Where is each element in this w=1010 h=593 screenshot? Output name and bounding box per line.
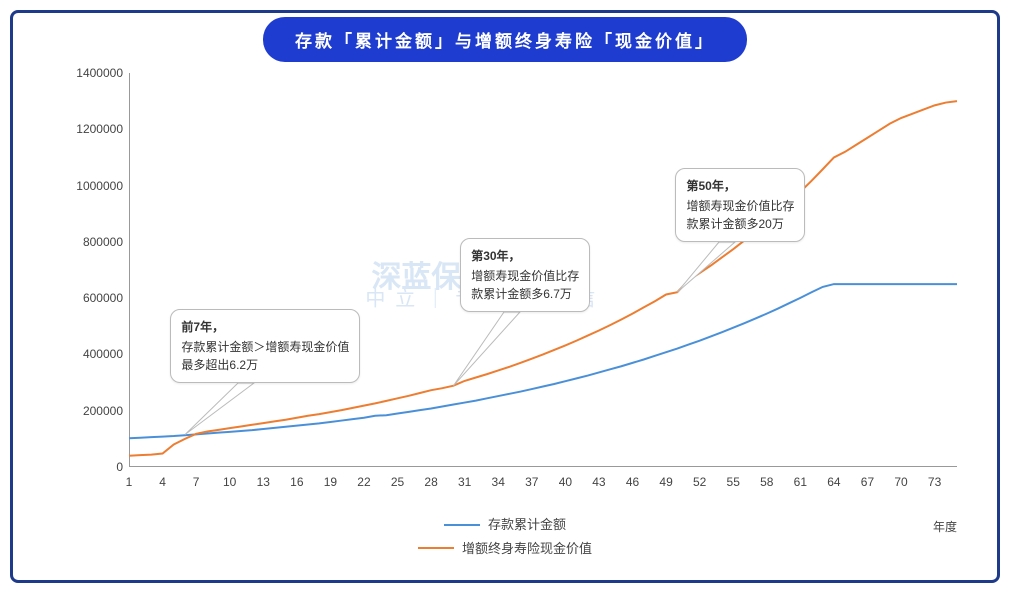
plot-area: 0200000400000600000800000100000012000001… xyxy=(129,73,957,467)
y-tick: 0 xyxy=(69,460,123,474)
x-tick: 64 xyxy=(827,475,840,489)
y-tick: 600000 xyxy=(69,291,123,305)
x-tick: 37 xyxy=(525,475,538,489)
callout-c1: 前7年，存款累计金额＞增额寿现金价值最多超出6.2万 xyxy=(170,309,360,383)
y-tick: 1000000 xyxy=(69,179,123,193)
legend-swatch-2 xyxy=(418,547,454,549)
x-tick: 31 xyxy=(458,475,471,489)
chart-area: 0200000400000600000800000100000012000001… xyxy=(73,73,967,495)
x-tick: 73 xyxy=(928,475,941,489)
x-tick: 10 xyxy=(223,475,236,489)
x-tick: 58 xyxy=(760,475,773,489)
x-tick: 61 xyxy=(794,475,807,489)
x-tick: 28 xyxy=(424,475,437,489)
y-tick: 200000 xyxy=(69,404,123,418)
chart-title: 存款「累计金额」与增额终身寿险「现金价值」 xyxy=(263,17,747,62)
y-tick: 400000 xyxy=(69,347,123,361)
x-axis-label: 年度 xyxy=(933,518,957,535)
x-tick: 22 xyxy=(357,475,370,489)
x-tick: 52 xyxy=(693,475,706,489)
y-tick: 1400000 xyxy=(69,66,123,80)
x-tick: 67 xyxy=(861,475,874,489)
chart-frame: 存款「累计金额」与增额终身寿险「现金价值」 深蓝保 中立｜专业｜诚信 02000… xyxy=(10,10,1000,583)
y-tick: 1200000 xyxy=(69,122,123,136)
legend-swatch-1 xyxy=(444,524,480,526)
legend-label-1: 存款累计金额 xyxy=(488,513,566,536)
x-tick: 19 xyxy=(324,475,337,489)
x-tick: 4 xyxy=(159,475,166,489)
legend-label-2: 增额终身寿险现金价值 xyxy=(462,537,592,560)
callout-c2: 第30年，增额寿现金价值比存款累计金额多6.7万 xyxy=(460,238,590,312)
x-tick: 49 xyxy=(659,475,672,489)
x-tick: 1 xyxy=(126,475,133,489)
x-tick: 46 xyxy=(626,475,639,489)
legend-row-1: 存款累计金额 xyxy=(418,513,592,536)
legend-row-2: 增额终身寿险现金价值 xyxy=(418,537,592,560)
y-tick: 800000 xyxy=(69,235,123,249)
x-tick: 7 xyxy=(193,475,200,489)
legend: 存款累计金额 增额终身寿险现金价值 xyxy=(418,513,592,560)
x-tick: 55 xyxy=(727,475,740,489)
callout-c3: 第50年，增额寿现金价值比存款累计金额多20万 xyxy=(675,168,805,242)
x-tick: 70 xyxy=(894,475,907,489)
x-tick: 34 xyxy=(492,475,505,489)
x-tick: 16 xyxy=(290,475,303,489)
x-tick: 13 xyxy=(257,475,270,489)
x-tick: 25 xyxy=(391,475,404,489)
callout-pointer xyxy=(677,242,735,292)
x-tick: 43 xyxy=(592,475,605,489)
x-tick: 40 xyxy=(559,475,572,489)
